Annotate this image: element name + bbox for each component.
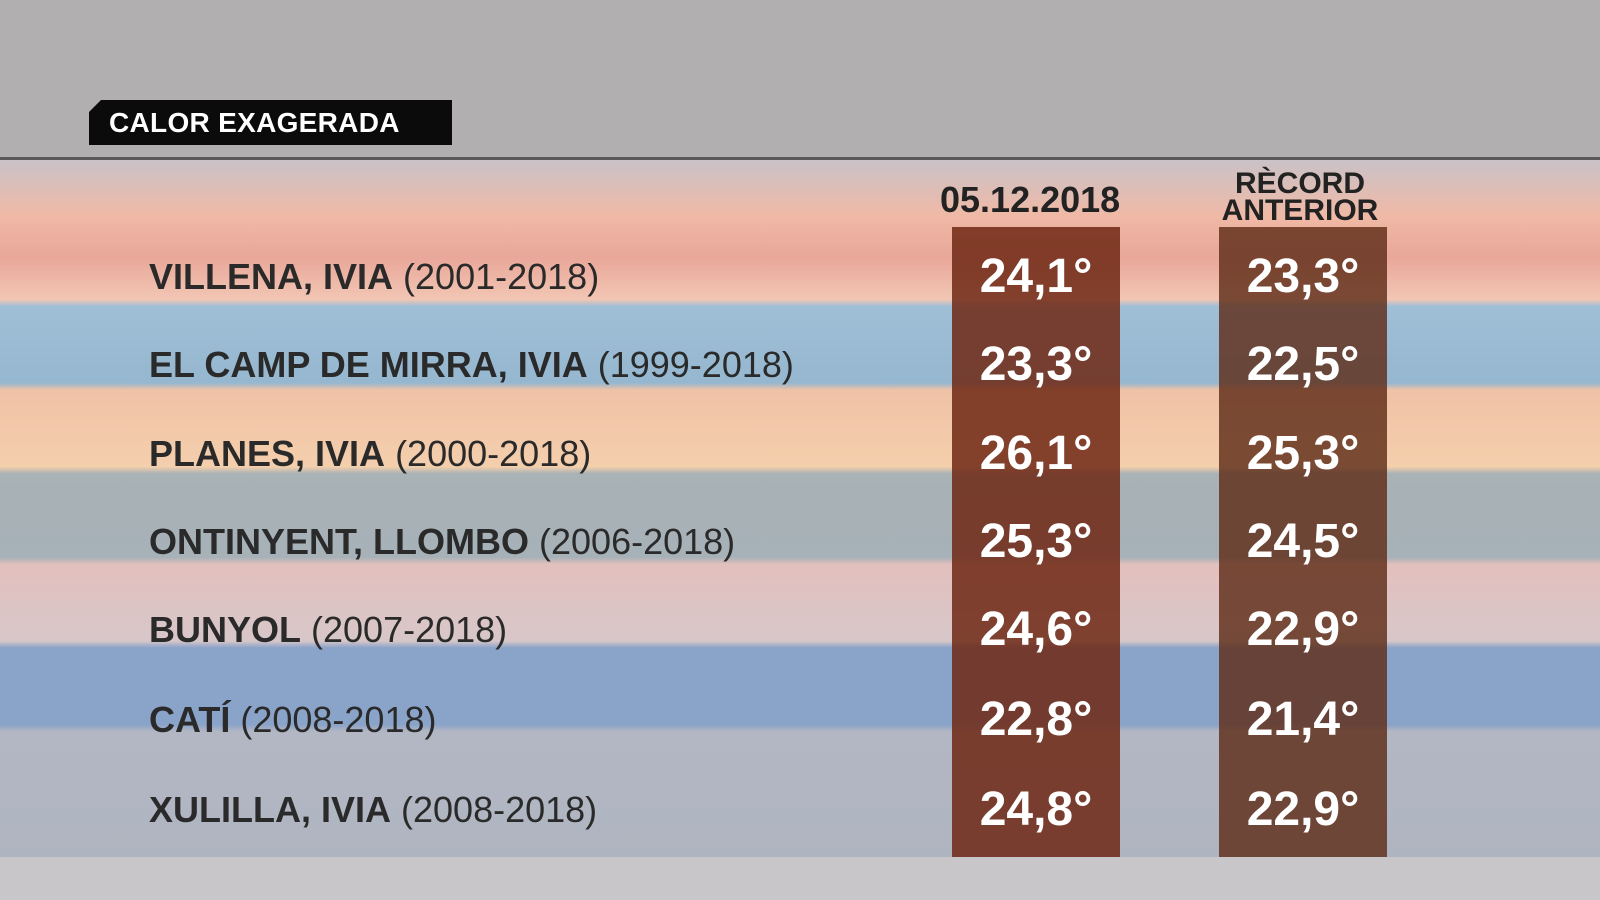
- station-label: ONTINYENT, LLOMBO (2006-2018): [149, 497, 735, 587]
- previous-record-header-line1: RÈCORD: [1234, 167, 1365, 200]
- title-badge: CALOR EXAGERADA: [89, 100, 452, 145]
- date-value: 26,1°: [979, 427, 1093, 480]
- previous-record-column-bar: [1219, 227, 1387, 857]
- date-value: 25,3°: [979, 515, 1093, 568]
- date-value: 24,8°: [979, 783, 1093, 836]
- station-label: CATÍ (2008-2018): [149, 675, 436, 765]
- divider: [0, 157, 1600, 160]
- station-name: CATÍ: [149, 699, 231, 740]
- table-row: ONTINYENT, LLOMBO (2006-2018) 25,3° 24,5…: [0, 497, 1600, 587]
- previous-record-value: 25,3°: [1246, 427, 1360, 480]
- previous-record-value: 21,4°: [1246, 693, 1360, 746]
- station-years: (2007-2018): [311, 609, 508, 650]
- previous-record-value: 22,9°: [1246, 603, 1360, 656]
- station-name: BUNYOL: [149, 609, 301, 650]
- previous-record-header-line2: ANTERIOR: [1221, 194, 1379, 227]
- station-label: EL CAMP DE MIRRA, IVIA (1999-2018): [149, 320, 794, 410]
- station-name: VILLENA, IVIA: [149, 256, 394, 297]
- table-row: VILLENA, IVIA (2001-2018) 24,1° 23,3°: [0, 232, 1600, 322]
- station-years: (2006-2018): [539, 521, 736, 562]
- station-years: (2001-2018): [403, 256, 600, 297]
- station-label: VILLENA, IVIA (2001-2018): [149, 232, 599, 322]
- date-column-header: 05.12.2018: [940, 179, 1121, 220]
- table-row: XULILLA, IVIA (2008-2018) 24,8° 22,9°: [0, 765, 1600, 855]
- previous-record-value: 22,9°: [1246, 783, 1360, 836]
- date-value: 23,3°: [979, 338, 1093, 391]
- station-years: (2008-2018): [240, 699, 437, 740]
- date-column-bar: [952, 227, 1120, 857]
- previous-record-value: 23,3°: [1246, 250, 1360, 303]
- previous-record-column-header: RÈCORD ANTERIOR: [1200, 167, 1400, 227]
- station-years: (2008-2018): [401, 789, 598, 830]
- table-row: CATÍ (2008-2018) 22,8° 21,4°: [0, 675, 1600, 765]
- bottom-band: [0, 857, 1600, 900]
- station-name: PLANES, IVIA: [149, 433, 386, 474]
- date-value: 24,6°: [979, 603, 1093, 656]
- station-name: ONTINYENT, LLOMBO: [149, 521, 529, 562]
- station-label: XULILLA, IVIA (2008-2018): [149, 765, 597, 855]
- station-name: EL CAMP DE MIRRA, IVIA: [149, 344, 588, 385]
- station-years: (1999-2018): [597, 344, 794, 385]
- table-row: BUNYOL (2007-2018) 24,6° 22,9°: [0, 585, 1600, 675]
- date-value: 22,8°: [979, 693, 1093, 746]
- station-years: (2000-2018): [395, 433, 592, 474]
- table-row: PLANES, IVIA (2000-2018) 26,1° 25,3°: [0, 409, 1600, 499]
- station-label: PLANES, IVIA (2000-2018): [149, 409, 591, 499]
- previous-record-value: 24,5°: [1246, 515, 1360, 568]
- station-name: XULILLA, IVIA: [149, 789, 391, 830]
- table-row: EL CAMP DE MIRRA, IVIA (1999-2018) 23,3°…: [0, 320, 1600, 410]
- station-label: BUNYOL (2007-2018): [149, 585, 507, 675]
- previous-record-value: 22,5°: [1246, 338, 1360, 391]
- date-value: 24,1°: [979, 250, 1093, 303]
